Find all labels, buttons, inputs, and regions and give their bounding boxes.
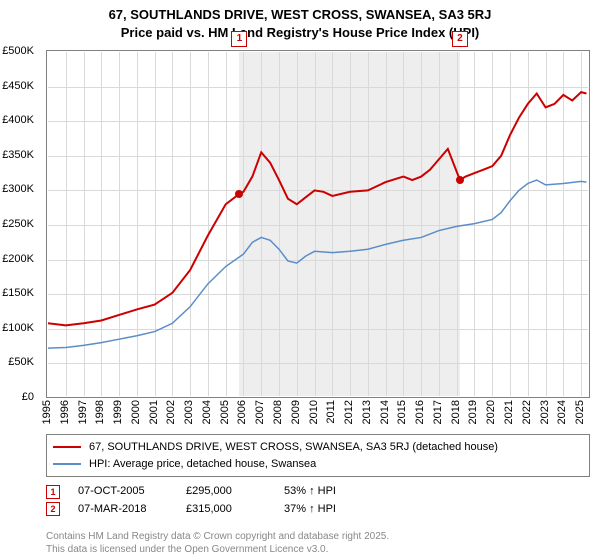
xtick-label: 1997 [77,400,89,424]
xtick-label: 2016 [414,400,426,424]
ytick-label: £350K [2,149,34,161]
xtick-label: 2017 [432,400,444,424]
xtick-label: 2012 [343,400,355,424]
sale-price-1: £295,000 [186,483,266,501]
legend-row-hpi: HPI: Average price, detached house, Swan… [53,456,583,473]
xtick-label: 2011 [325,400,337,424]
xtick-label: 2020 [485,400,497,424]
chart-container: 67, SOUTHLANDS DRIVE, WEST CROSS, SWANSE… [0,0,600,560]
ytick-label: £500K [2,45,34,57]
ytick-label: £450K [2,80,34,92]
xtick-label: 2003 [183,400,195,424]
footer-line-1: Contains HM Land Registry data © Crown c… [46,530,389,543]
legend-label-price-paid: 67, SOUTHLANDS DRIVE, WEST CROSS, SWANSE… [89,439,498,456]
xtick-label: 2019 [467,400,479,424]
sale-marker-box-1: 1 [231,31,247,47]
series-price_paid [48,92,586,325]
line-svg [47,51,591,399]
xtick-label: 2010 [308,400,320,424]
xtick-label: 2008 [272,400,284,424]
legend-swatch-price-paid [53,446,81,448]
sale-marker-box-2: 2 [452,31,468,47]
chart-area: 12 £0£50K£100K£150K£200K£250K£300K£350K£… [46,50,590,398]
sales-row-1: 1 07-OCT-2005 £295,000 53% ↑ HPI [46,483,590,501]
xtick-label: 2000 [130,400,142,424]
footer: Contains HM Land Registry data © Crown c… [46,530,389,556]
xtick-label: 2006 [236,400,248,424]
legend-row-price-paid: 67, SOUTHLANDS DRIVE, WEST CROSS, SWANSE… [53,439,583,456]
xtick-label: 2024 [556,400,568,424]
xtick-label: 1995 [41,400,53,424]
sale-marker-2: 2 [46,502,60,516]
sales-row-2: 2 07-MAR-2018 £315,000 37% ↑ HPI [46,501,590,519]
sales-table: 1 07-OCT-2005 £295,000 53% ↑ HPI 2 07-MA… [46,483,590,518]
legend-swatch-hpi [53,463,81,465]
xtick-label: 2005 [219,400,231,424]
sale-delta-2: 37% ↑ HPI [284,501,336,519]
xtick-label: 1999 [112,400,124,424]
legend-area: 67, SOUTHLANDS DRIVE, WEST CROSS, SWANSE… [46,434,590,518]
xtick-label: 2007 [254,400,266,424]
xtick-label: 2018 [450,400,462,424]
legend-box: 67, SOUTHLANDS DRIVE, WEST CROSS, SWANSE… [46,434,590,477]
xtick-label: 2023 [539,400,551,424]
sale-dot-2 [456,176,464,184]
ytick-label: £200K [2,253,34,265]
title-line-1: 67, SOUTHLANDS DRIVE, WEST CROSS, SWANSE… [0,6,600,24]
plot-area: 12 [46,50,590,398]
xtick-label: 2015 [396,400,408,424]
sale-date-1: 07-OCT-2005 [78,483,168,501]
ytick-label: £400K [2,114,34,126]
xtick-label: 2014 [379,400,391,424]
legend-label-hpi: HPI: Average price, detached house, Swan… [89,456,316,473]
xtick-label: 1998 [94,400,106,424]
title-block: 67, SOUTHLANDS DRIVE, WEST CROSS, SWANSE… [0,0,600,41]
xtick-label: 2009 [290,400,302,424]
ytick-label: £50K [8,356,34,368]
sale-dot-1 [235,190,243,198]
xtick-label: 1996 [59,400,71,424]
footer-line-2: This data is licensed under the Open Gov… [46,543,389,556]
title-line-2: Price paid vs. HM Land Registry's House … [0,24,600,42]
xtick-label: 2021 [503,400,515,424]
xtick-label: 2013 [361,400,373,424]
ytick-label: £100K [2,322,34,334]
ytick-label: £150K [2,287,34,299]
sale-marker-1: 1 [46,485,60,499]
ytick-label: £300K [2,183,34,195]
series-hpi [48,180,586,348]
xtick-label: 2025 [574,400,586,424]
ytick-label: £0 [22,391,34,403]
xtick-label: 2022 [521,400,533,424]
xtick-label: 2004 [201,400,213,424]
sale-date-2: 07-MAR-2018 [78,501,168,519]
xtick-label: 2001 [148,400,160,424]
xtick-label: 2002 [165,400,177,424]
sale-delta-1: 53% ↑ HPI [284,483,336,501]
sale-price-2: £315,000 [186,501,266,519]
ytick-label: £250K [2,218,34,230]
